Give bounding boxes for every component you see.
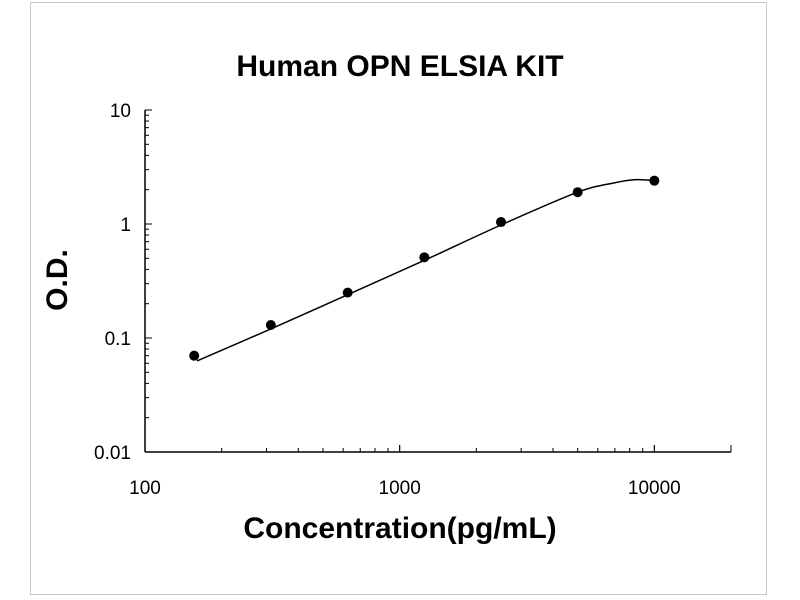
y-tick-label: 1 xyxy=(120,215,131,236)
data-points xyxy=(189,175,660,361)
data-point xyxy=(419,252,430,263)
x-axis-label: Concentration(pg/mL) xyxy=(243,512,557,545)
tick-labels: 10 1 0.1 0.01 100 1000 10000 xyxy=(94,101,681,499)
axes xyxy=(144,109,732,453)
chart-frame xyxy=(30,2,767,595)
chart-title: Human OPN ELSIA KIT xyxy=(236,50,564,83)
fit-curve-group xyxy=(196,178,655,362)
y-tick-label: 0.01 xyxy=(94,443,131,464)
data-point xyxy=(342,287,353,298)
data-point xyxy=(496,217,507,228)
data-point xyxy=(265,320,276,331)
fit-curve xyxy=(196,178,655,362)
data-point xyxy=(189,350,200,361)
data-point xyxy=(649,175,660,186)
y-axis-label: O.D. xyxy=(41,249,74,311)
x-tick-label: 1000 xyxy=(379,478,421,499)
y-tick-label: 0.1 xyxy=(105,329,131,350)
data-point xyxy=(572,187,583,198)
x-tick-label: 100 xyxy=(129,478,161,499)
y-tick-label: 10 xyxy=(110,101,131,122)
x-tick-label: 10000 xyxy=(628,478,681,499)
